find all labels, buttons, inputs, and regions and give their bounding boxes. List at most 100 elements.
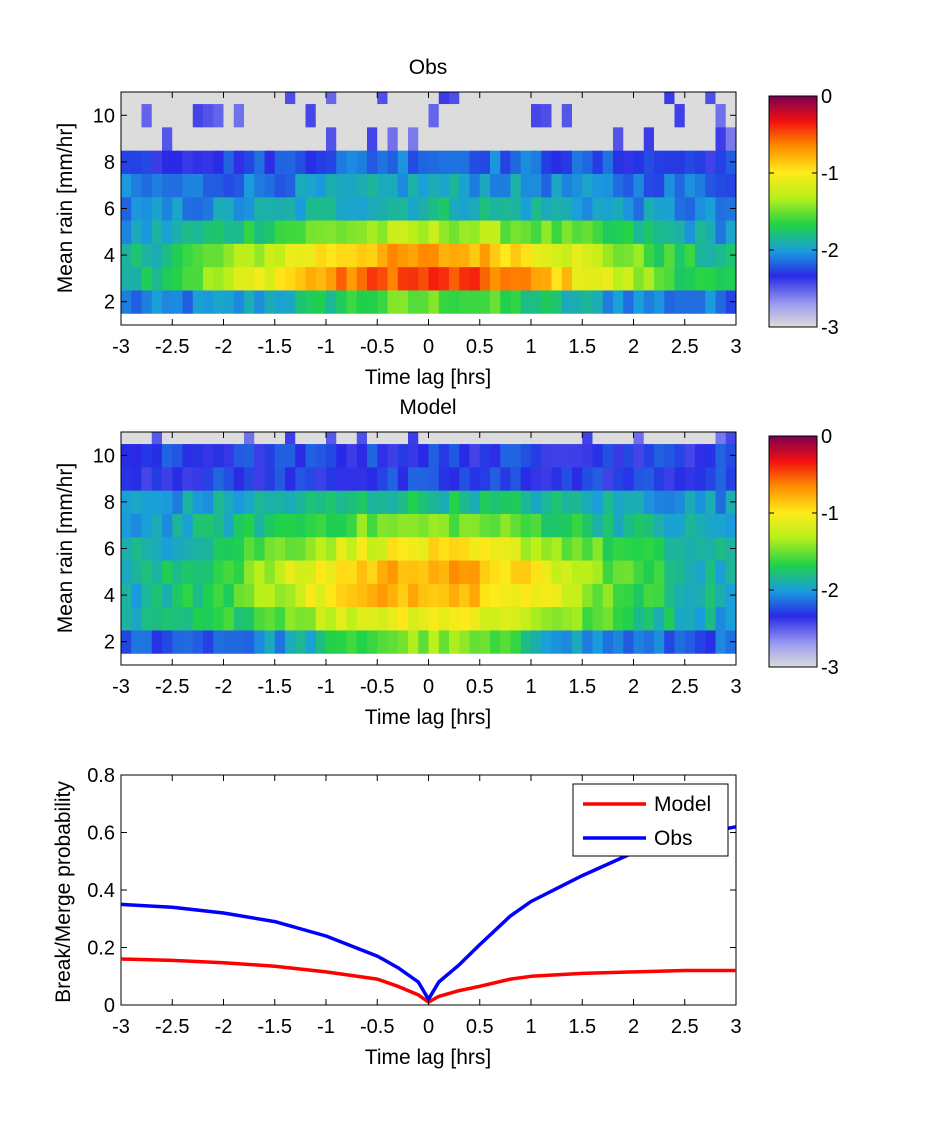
heatmap-cell	[510, 606, 522, 631]
heatmap-cell	[561, 220, 573, 244]
heatmap-cell	[377, 126, 388, 151]
obs-xlabel: Time lag [hrs]	[365, 366, 491, 389]
heatmap-cell	[520, 150, 532, 174]
heatmap-cell	[418, 536, 429, 561]
heatmap-cell	[387, 536, 399, 561]
heatmap-cell	[233, 443, 245, 468]
heatmap-cell	[254, 92, 265, 105]
heatmap-cell	[500, 173, 511, 198]
heatmap-cell	[561, 173, 573, 198]
heatmap-cell	[346, 103, 358, 128]
heatmap-cell	[131, 103, 142, 128]
heatmap-cell	[336, 290, 347, 314]
heatmap-cell	[582, 466, 593, 491]
heatmap-cell	[438, 266, 450, 291]
heatmap-cell	[336, 583, 347, 608]
heatmap-cell	[705, 490, 716, 514]
heatmap-cell	[684, 536, 696, 561]
heatmap-cell	[315, 443, 327, 468]
heatmap-cell	[602, 196, 614, 221]
heatmap-cell	[223, 92, 235, 105]
heatmap-cell	[582, 583, 593, 608]
heatmap-cell	[613, 536, 624, 561]
heatmap-cell	[705, 266, 716, 291]
heatmap-cell	[479, 92, 491, 105]
heatmap-cell	[705, 103, 716, 128]
heatmap-cell	[336, 103, 347, 128]
heatmap-cell	[541, 150, 552, 174]
heatmap-cell	[633, 220, 645, 244]
heatmap-cell	[264, 583, 276, 608]
heatmap-cell	[315, 606, 327, 631]
heatmap-cell	[510, 92, 522, 105]
heatmap-cell	[418, 150, 429, 174]
heatmap-cell	[541, 606, 552, 631]
heatmap-cell	[315, 513, 327, 538]
heatmap-cell	[182, 490, 194, 514]
heatmap-cell	[336, 536, 347, 561]
heatmap-cell	[172, 560, 183, 584]
heatmap-cell	[192, 443, 204, 468]
heatmap-cell	[428, 103, 440, 128]
heatmap-cell	[367, 103, 378, 128]
heatmap-cell	[459, 126, 470, 151]
heatmap-cell	[572, 583, 583, 608]
heatmap-cell	[346, 536, 358, 561]
heatmap-cell	[387, 173, 399, 198]
heatmap-cell	[305, 560, 317, 584]
heatmap-cell	[295, 243, 306, 268]
heatmap-cell	[674, 150, 686, 174]
x-tick-label: 2	[628, 676, 639, 698]
heatmap-cell	[613, 513, 624, 538]
heatmap-cell	[428, 290, 440, 314]
heatmap-cell	[295, 173, 306, 198]
heatmap-cell	[695, 196, 706, 221]
heatmap-cell	[674, 536, 686, 561]
heatmap-cell	[121, 220, 132, 244]
heatmap-cell	[684, 630, 696, 654]
heatmap-cell	[654, 466, 665, 491]
heatmap-cell	[367, 466, 378, 491]
heatmap-cell	[182, 536, 194, 561]
heatmap-cell	[500, 103, 511, 128]
heatmap-cell	[408, 490, 419, 514]
heatmap-cell	[213, 606, 224, 631]
heatmap-cell	[356, 92, 368, 105]
heatmap-cell	[541, 536, 552, 561]
heatmap-cell	[623, 490, 634, 514]
heatmap-cell	[295, 220, 306, 244]
heatmap-cell	[592, 173, 604, 198]
heatmap-cell	[182, 606, 194, 631]
heatmap-cell	[182, 243, 194, 268]
heatmap-cell	[223, 173, 235, 198]
heatmap-cell	[295, 92, 306, 105]
heatmap-cell	[418, 92, 429, 105]
heatmap-cell	[500, 630, 511, 654]
heatmap-cell	[561, 290, 573, 314]
heatmap-cell	[367, 243, 378, 268]
heatmap-cell	[551, 266, 563, 291]
heatmap-cell	[356, 583, 368, 608]
heatmap-cell	[408, 560, 419, 584]
heatmap-cell	[510, 583, 522, 608]
heatmap-cell	[592, 583, 604, 608]
heatmap-cell	[387, 466, 399, 491]
heatmap-cell	[664, 583, 675, 608]
heatmap-cell	[531, 92, 542, 105]
heatmap-cell	[336, 220, 347, 244]
heatmap-cell	[531, 126, 542, 151]
heatmap-cell	[356, 243, 368, 268]
heatmap-cell	[459, 150, 470, 174]
heatmap-cell	[274, 266, 286, 291]
heatmap-cell	[561, 513, 573, 538]
heatmap-cell	[172, 490, 183, 514]
heatmap-cell	[490, 220, 501, 244]
heatmap-cell	[151, 513, 163, 538]
heatmap-cell	[705, 466, 716, 491]
heatmap-cell	[295, 290, 306, 314]
heatmap-cell	[459, 266, 470, 291]
heatmap-cell	[695, 490, 706, 514]
colorbar-tick-label: -2	[821, 240, 839, 262]
heatmap-cell	[664, 432, 675, 445]
heatmap-cell	[223, 243, 235, 268]
